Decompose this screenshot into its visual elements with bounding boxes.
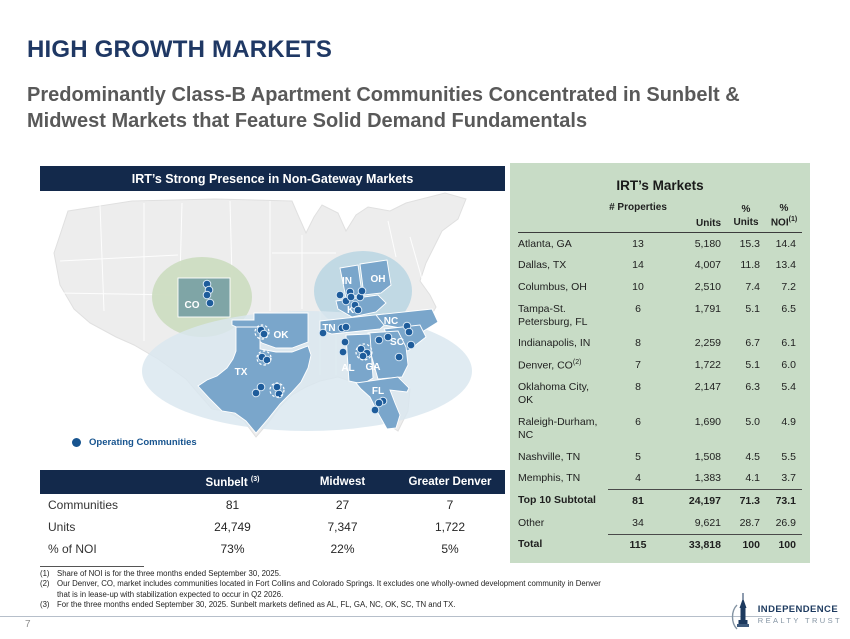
state-label-sc: SC [390,337,404,348]
us-map-svg: CO IN OH KY TN NC SC GA AL FL TX OK [53,192,472,438]
page-subtitle: Predominantly Class-B Apartment Communit… [27,84,740,133]
state-al [345,333,374,385]
footnotes: (1) Share of NOI is for the three months… [40,569,615,610]
header-sunbelt: Sunbelt (3) [205,475,260,489]
markets-table-title: IRT’s Markets [616,178,704,193]
header-units: Units [696,218,721,230]
table-row: Nashville, TN 5 1,508 4.5 5.5 [518,450,796,463]
footnote: (3) For the three months ended September… [40,599,456,609]
table-row: Denver, CO(2) 7 1,722 5.1 6.0 [518,359,796,372]
footnote: (2) Our Denver, CO, market includes comm… [40,579,601,599]
logo-line1: INDEPENDENCE [757,603,839,615]
state-label-tx: TX [235,367,248,378]
header-pct-noi: % NOI(1) [770,203,798,229]
state-label-tn: TN [322,323,335,334]
state-label-in: IN [342,276,352,287]
table-row-subtotal: Top 10 Subtotal 81 24,197 71.3 73.1 [518,489,802,512]
header-greater-denver: Greater Denver [408,476,492,488]
page-title: HIGH GROWTH MARKETS [27,36,333,63]
logo-text: INDEPENDENCE REALTY TRUST [758,604,842,625]
header-properties: # Properties [609,202,667,213]
page-number: 7 [25,619,31,630]
legend-label: Operating Communities [89,437,197,448]
state-label-oh: OH [371,274,386,285]
community-dots [202,279,416,415]
footnote: (1) Share of NOI is for the three months… [40,569,282,578]
us-map: CO IN OH KY TN NC SC GA AL FL TX OK [40,191,505,465]
table-row: Raleigh-Durham, NC 6 1,690 5.0 4.9 [518,415,796,442]
tower-icon [731,593,749,630]
state-tx [197,326,312,434]
logo-line2: REALTY TRUST [757,615,842,625]
region-summary-table: Sunbelt (3) Midwest Greater Denver Commu… [40,470,505,560]
state-label-ga: GA [366,362,381,373]
table-row: Oklahoma City, OK 8 2,147 6.3 5.4 [518,381,796,407]
region-table-header: Sunbelt (3) Midwest Greater Denver [40,470,505,494]
state-label-ok: OK [274,330,290,341]
map-panel-title: IRT’s Strong Presence in Non-Gateway Mar… [40,166,505,191]
markets-table-header: # Properties Units % Units % NOI(1) [518,193,802,234]
header-market [518,229,608,232]
company-logo: INDEPENDENCE REALTY TRUST [730,593,842,635]
map-panel: IRT’s Strong Presence in Non-Gateway Mar… [40,166,505,465]
state-label-co: CO [185,300,200,311]
table-row: Indianapolis, IN 8 2,259 6.7 6.1 [518,337,796,350]
table-row: Columbus, OH 10 2,510 7.4 7.2 [518,281,796,294]
market-cluster-rings [254,324,373,398]
table-row: Units 24,749 7,347 1,722 [48,520,466,534]
footnote-separator [40,566,144,567]
table-row: Atlanta, GA 13 5,180 15.3 14.4 [518,237,796,250]
legend-dot-icon [72,438,81,447]
map-legend: Operating Communities [72,437,197,448]
table-row: % of NOI 73% 22% 5% [48,542,459,556]
table-row: Memphis, TN 4 1,383 4.1 3.7 [518,472,796,485]
header-midwest: Midwest [319,476,366,488]
state-label-nc: NC [384,316,398,327]
state-nc [375,308,439,333]
table-row: Dallas, TX 14 4,007 11.8 13.4 [518,259,796,272]
table-row: Tampa-St. Petersburg, FL 6 1,791 5.1 6.5 [518,302,796,328]
header-pct-units: % Units [733,204,759,229]
state-labels: CO IN OH KY TN NC SC GA AL FL TX OK [185,274,404,397]
table-row: Communities 81 27 7 [48,498,454,512]
state-label-fl: FL [372,386,384,397]
footer-divider [0,616,772,617]
state-label-al: AL [341,363,354,374]
table-row-total: Total 115 33,818 100 100 [518,533,802,557]
table-row: Other 34 9,621 28.7 26.9 [518,516,796,529]
markets-table-panel: IRT’s Markets # Properties Units % Units … [510,163,810,563]
